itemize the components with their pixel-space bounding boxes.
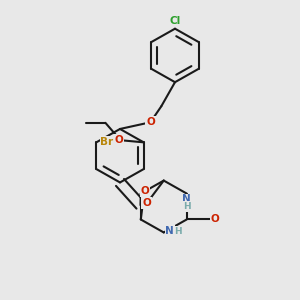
Text: O: O bbox=[146, 117, 155, 127]
Text: O: O bbox=[114, 135, 123, 145]
Text: N: N bbox=[182, 194, 191, 204]
Text: H: H bbox=[183, 202, 190, 211]
Text: O: O bbox=[140, 186, 149, 196]
Text: Cl: Cl bbox=[169, 16, 181, 26]
Text: Br: Br bbox=[100, 137, 114, 147]
Text: O: O bbox=[142, 198, 151, 208]
Text: N: N bbox=[165, 226, 174, 236]
Text: H: H bbox=[174, 226, 182, 236]
Text: O: O bbox=[211, 214, 220, 224]
